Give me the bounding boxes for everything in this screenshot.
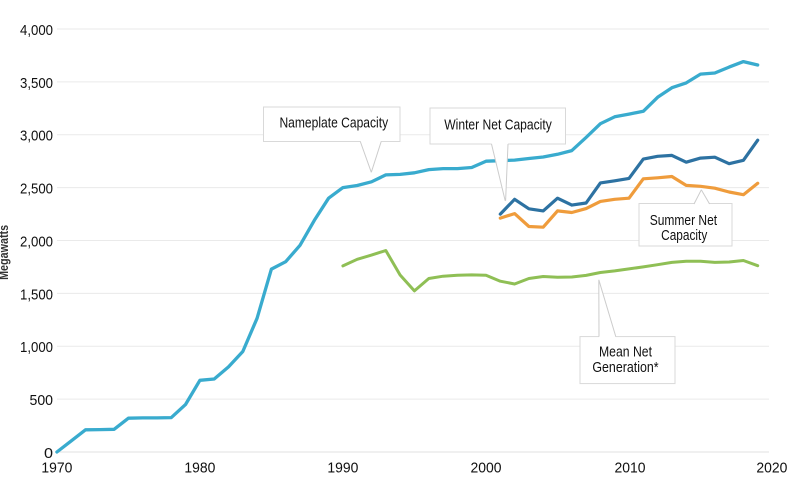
svg-text:500: 500 xyxy=(30,392,54,409)
svg-text:Winter Net Capacity: Winter Net Capacity xyxy=(444,117,552,134)
svg-text:0: 0 xyxy=(44,445,53,462)
svg-text:2000: 2000 xyxy=(471,459,502,476)
svg-text:1980: 1980 xyxy=(184,459,215,476)
svg-text:2,500: 2,500 xyxy=(20,181,53,198)
svg-text:Mean Net: Mean Net xyxy=(599,344,653,361)
svg-text:3,000: 3,000 xyxy=(20,128,53,145)
svg-text:1,000: 1,000 xyxy=(20,339,53,356)
svg-text:Megawatts: Megawatts xyxy=(0,225,11,280)
svg-text:2,000: 2,000 xyxy=(20,233,53,250)
svg-text:2020: 2020 xyxy=(756,459,787,476)
svg-text:1970: 1970 xyxy=(41,459,72,476)
svg-text:Generation*: Generation* xyxy=(592,359,658,376)
svg-text:Capacity: Capacity xyxy=(661,227,707,244)
svg-text:1990: 1990 xyxy=(327,459,358,476)
svg-text:2010: 2010 xyxy=(615,459,646,476)
svg-text:4,000: 4,000 xyxy=(20,22,53,39)
svg-text:Summer Net: Summer Net xyxy=(650,212,718,229)
svg-text:Nameplate Capacity: Nameplate Capacity xyxy=(279,115,388,132)
svg-text:1,500: 1,500 xyxy=(20,286,53,303)
svg-text:3,500: 3,500 xyxy=(20,75,53,92)
